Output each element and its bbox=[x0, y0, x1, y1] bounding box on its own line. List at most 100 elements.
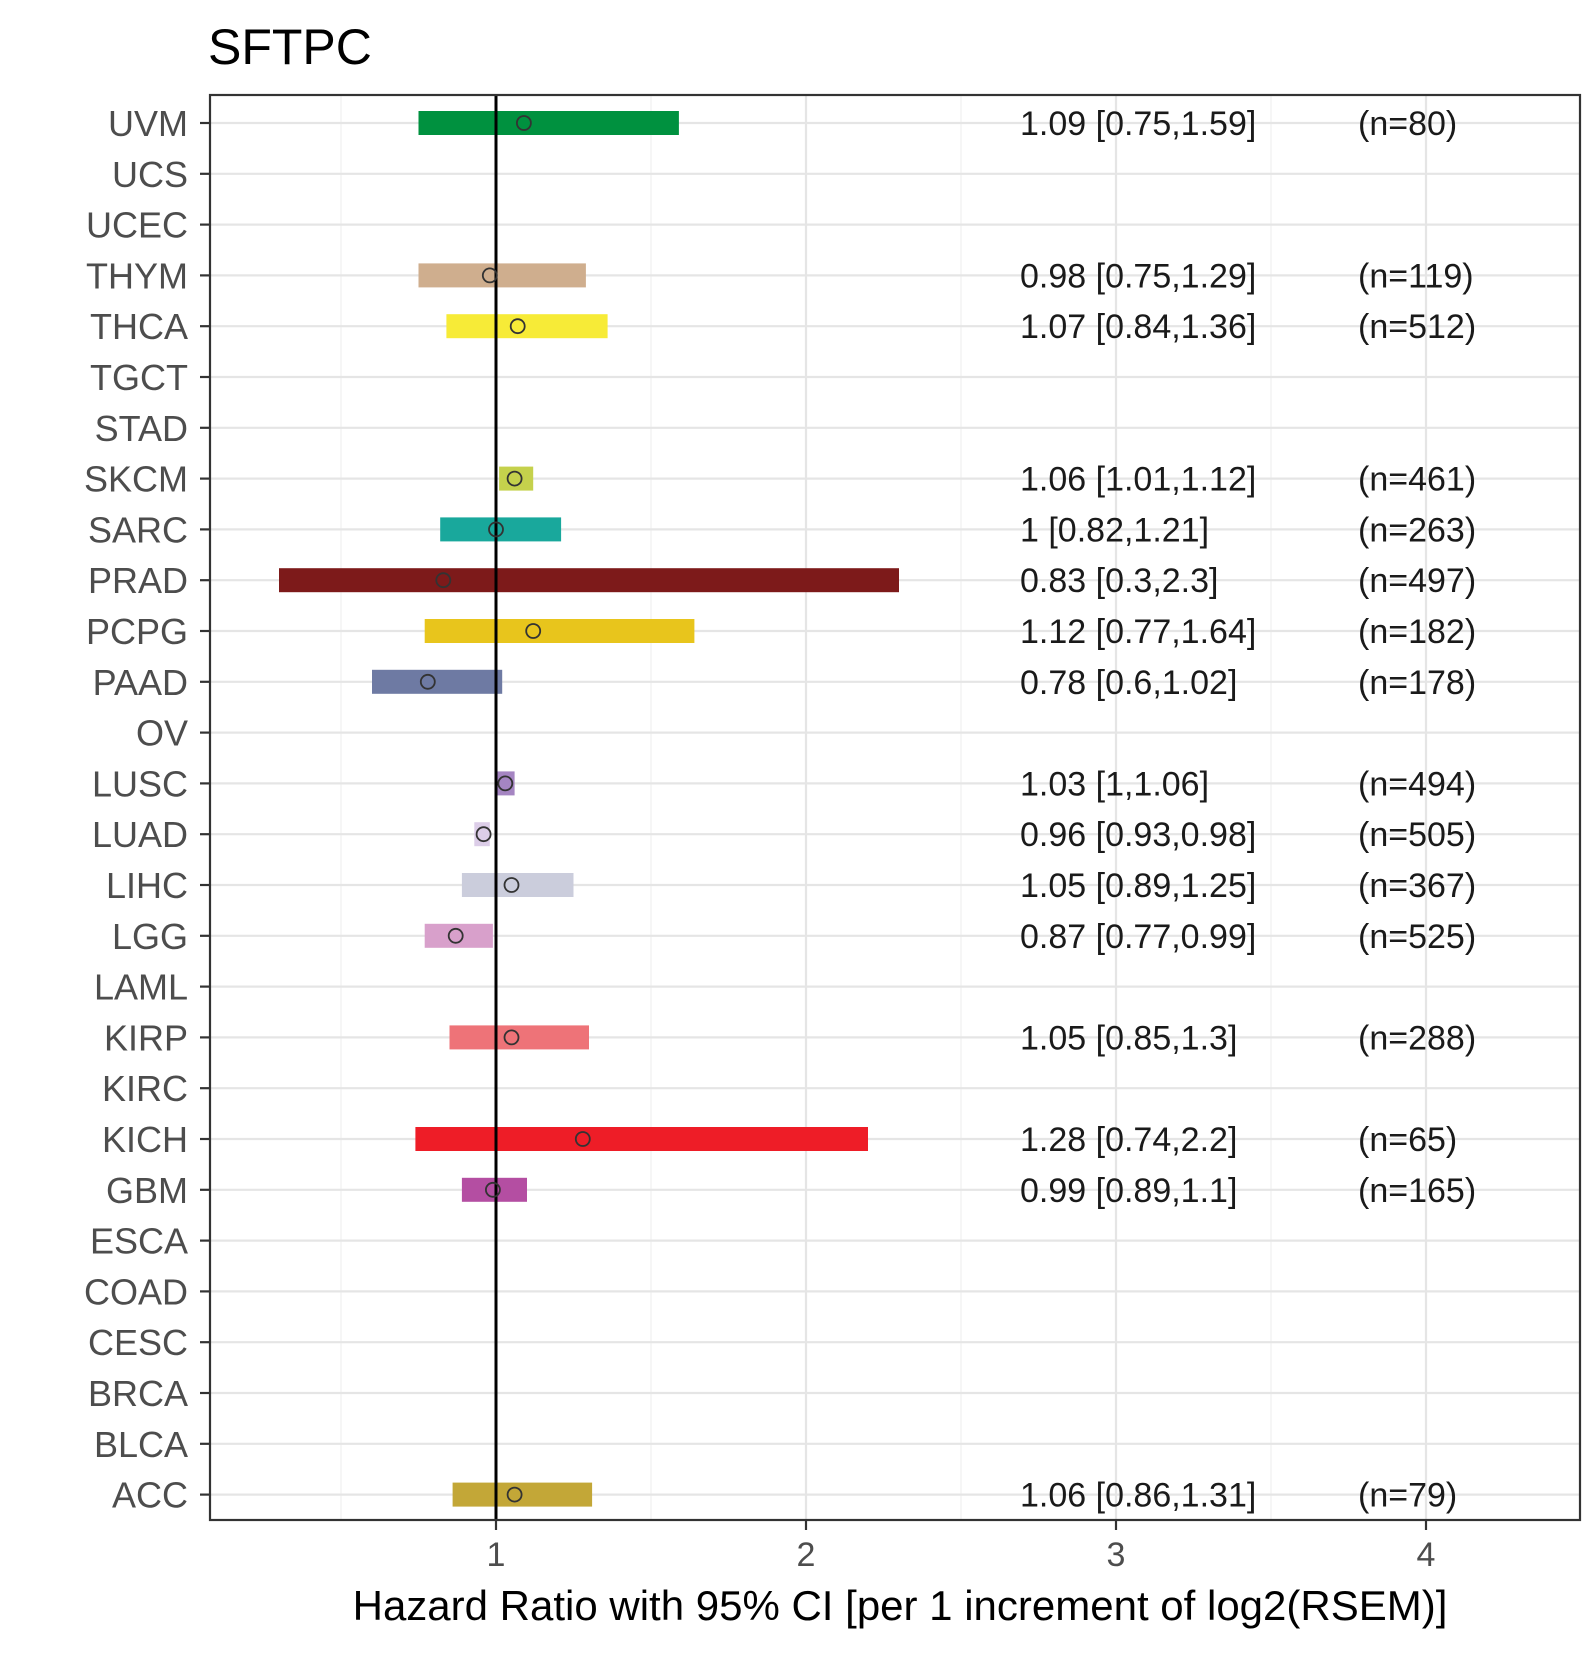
hr-annotation: 1.06 [1.01,1.12] bbox=[1020, 461, 1256, 499]
y-tick-label: LAML bbox=[94, 967, 188, 1008]
n-annotation: (n=494) bbox=[1358, 765, 1476, 803]
n-annotation: (n=182) bbox=[1358, 613, 1476, 651]
ci-bar-uvm bbox=[418, 111, 679, 135]
panel-border bbox=[208, 93, 1582, 1522]
n-annotation: (n=119) bbox=[1358, 257, 1474, 295]
y-tick-label: ACC bbox=[112, 1475, 188, 1516]
point-estimates bbox=[419, 115, 591, 1503]
n-annotation: (n=525) bbox=[1358, 918, 1476, 956]
y-tick-label: GBM bbox=[106, 1170, 188, 1211]
x-tick-label: 2 bbox=[797, 1536, 816, 1574]
n-annotation: (n=79) bbox=[1358, 1477, 1457, 1515]
ci-bar-paad bbox=[372, 669, 503, 694]
point-lusc bbox=[497, 775, 514, 792]
point-kirp bbox=[503, 1029, 520, 1046]
hr-annotation: 1.28 [0.74,2.2] bbox=[1020, 1121, 1237, 1159]
y-tick-label: UCS bbox=[112, 154, 188, 195]
n-annotation: (n=461) bbox=[1358, 461, 1476, 499]
y-tick-label: STAD bbox=[95, 408, 188, 449]
n-annotation: (n=512) bbox=[1358, 308, 1476, 346]
x-tick-label: 4 bbox=[1417, 1536, 1436, 1574]
hr-annotation: 0.83 [0.3,2.3] bbox=[1020, 562, 1219, 600]
point-acc bbox=[506, 1486, 523, 1503]
x-axis: 1 2 3 4 bbox=[487, 1520, 1436, 1574]
ci-bar-thym bbox=[418, 263, 586, 288]
y-tick-label: PRAD bbox=[88, 560, 188, 601]
y-tick-label: UCEC bbox=[86, 205, 188, 246]
y-tick-label: PCPG bbox=[86, 611, 188, 652]
x-tick-label: 3 bbox=[1107, 1536, 1126, 1574]
y-tick-label: BLCA bbox=[94, 1424, 188, 1465]
x-tick-label: 1 bbox=[487, 1536, 506, 1574]
y-tick-label: KICH bbox=[102, 1119, 188, 1160]
hr-annotation: 0.87 [0.77,0.99] bbox=[1020, 918, 1256, 956]
ci-bars bbox=[279, 111, 899, 1507]
hr-annotation: 1.05 [0.89,1.25] bbox=[1020, 867, 1256, 905]
point-thym bbox=[481, 267, 498, 284]
y-tick-label: BRCA bbox=[88, 1373, 188, 1414]
ci-bar-sarc bbox=[440, 517, 562, 542]
n-annotation: (n=165) bbox=[1358, 1172, 1476, 1210]
ci-bar-kich bbox=[415, 1127, 868, 1151]
hr-annotation: 1 [0.82,1.21] bbox=[1020, 511, 1209, 549]
n-annotation: (n=505) bbox=[1358, 816, 1476, 854]
point-prad bbox=[435, 572, 452, 589]
ci-bar-prad bbox=[279, 568, 899, 593]
hr-annotation: 0.98 [0.75,1.29] bbox=[1020, 257, 1256, 295]
y-tick-label: PAAD bbox=[93, 662, 188, 703]
n-annotation: (n=178) bbox=[1358, 664, 1476, 702]
y-tick-label: LUAD bbox=[92, 814, 188, 855]
hr-annotation: 1.05 [0.85,1.3] bbox=[1020, 1019, 1237, 1057]
ci-bar-thca bbox=[446, 314, 608, 339]
point-kich bbox=[574, 1131, 591, 1147]
hr-annotation: 1.09 [0.75,1.59] bbox=[1020, 105, 1256, 143]
y-tick-label: LGG bbox=[112, 916, 188, 957]
hr-annotation: 1.12 [0.77,1.64] bbox=[1020, 613, 1256, 651]
point-luad bbox=[475, 826, 492, 843]
n-annotation: (n=65) bbox=[1358, 1121, 1457, 1159]
n-annotation: (n=80) bbox=[1358, 105, 1457, 143]
y-tick-label: KIRC bbox=[102, 1068, 188, 1109]
chart-title: SFTPC bbox=[208, 19, 372, 75]
n-annotation: (n=367) bbox=[1358, 867, 1476, 905]
hr-annotation: 0.78 [0.6,1.02] bbox=[1020, 664, 1237, 702]
point-thca bbox=[509, 318, 526, 335]
annotations: 1.09 [0.75,1.59] (n=80) 0.98 [0.75,1.29] (n… bbox=[1020, 105, 1476, 1515]
hr-annotation: 1.06 [0.86,1.31] bbox=[1020, 1477, 1256, 1515]
point-sarc bbox=[488, 521, 504, 538]
y-tick-label: SARC bbox=[88, 509, 188, 550]
y-tick-label: ESCA bbox=[90, 1221, 188, 1262]
y-tick-label: TGCT bbox=[90, 357, 188, 398]
y-tick-label: SKCM bbox=[84, 459, 188, 500]
n-annotation: (n=497) bbox=[1358, 562, 1476, 600]
y-tick-label: UVM bbox=[108, 103, 188, 144]
point-lihc bbox=[503, 877, 520, 893]
hr-annotation: 1.07 [0.84,1.36] bbox=[1020, 308, 1256, 346]
x-axis-label: Hazard Ratio with 95% CI [per 1 incremen… bbox=[352, 1582, 1448, 1629]
y-tick-label: KIRP bbox=[104, 1017, 188, 1058]
hr-annotation: 0.96 [0.93,0.98] bbox=[1020, 816, 1256, 854]
ci-bar-skcm bbox=[499, 466, 534, 491]
ci-bar-pcpg bbox=[424, 619, 695, 643]
y-tick-label: COAD bbox=[84, 1271, 188, 1312]
point-skcm bbox=[506, 470, 523, 487]
point-lgg bbox=[447, 927, 464, 944]
hr-annotation: 0.99 [0.89,1.1] bbox=[1020, 1172, 1237, 1210]
y-tick-label: CESC bbox=[88, 1322, 188, 1363]
y-tick-label: THCA bbox=[90, 306, 188, 347]
y-axis: UVM UCS UCEC THYM THCA TGCT STAD SKCM SARC PRAD PC… bbox=[84, 103, 210, 1516]
n-annotation: (n=263) bbox=[1358, 511, 1476, 549]
point-gbm bbox=[484, 1181, 501, 1198]
ci-bar-gbm bbox=[461, 1177, 527, 1202]
y-tick-label: THYM bbox=[86, 255, 188, 296]
point-pcpg bbox=[525, 623, 542, 639]
y-tick-label: OV bbox=[136, 713, 188, 754]
hr-annotation: 1.03 [1,1.06] bbox=[1020, 765, 1209, 803]
point-uvm bbox=[516, 115, 532, 131]
ci-bar-lgg bbox=[424, 923, 493, 948]
y-tick-label: LIHC bbox=[106, 865, 188, 906]
y-tick-label: LUSC bbox=[92, 763, 188, 804]
n-annotation: (n=288) bbox=[1358, 1019, 1476, 1057]
